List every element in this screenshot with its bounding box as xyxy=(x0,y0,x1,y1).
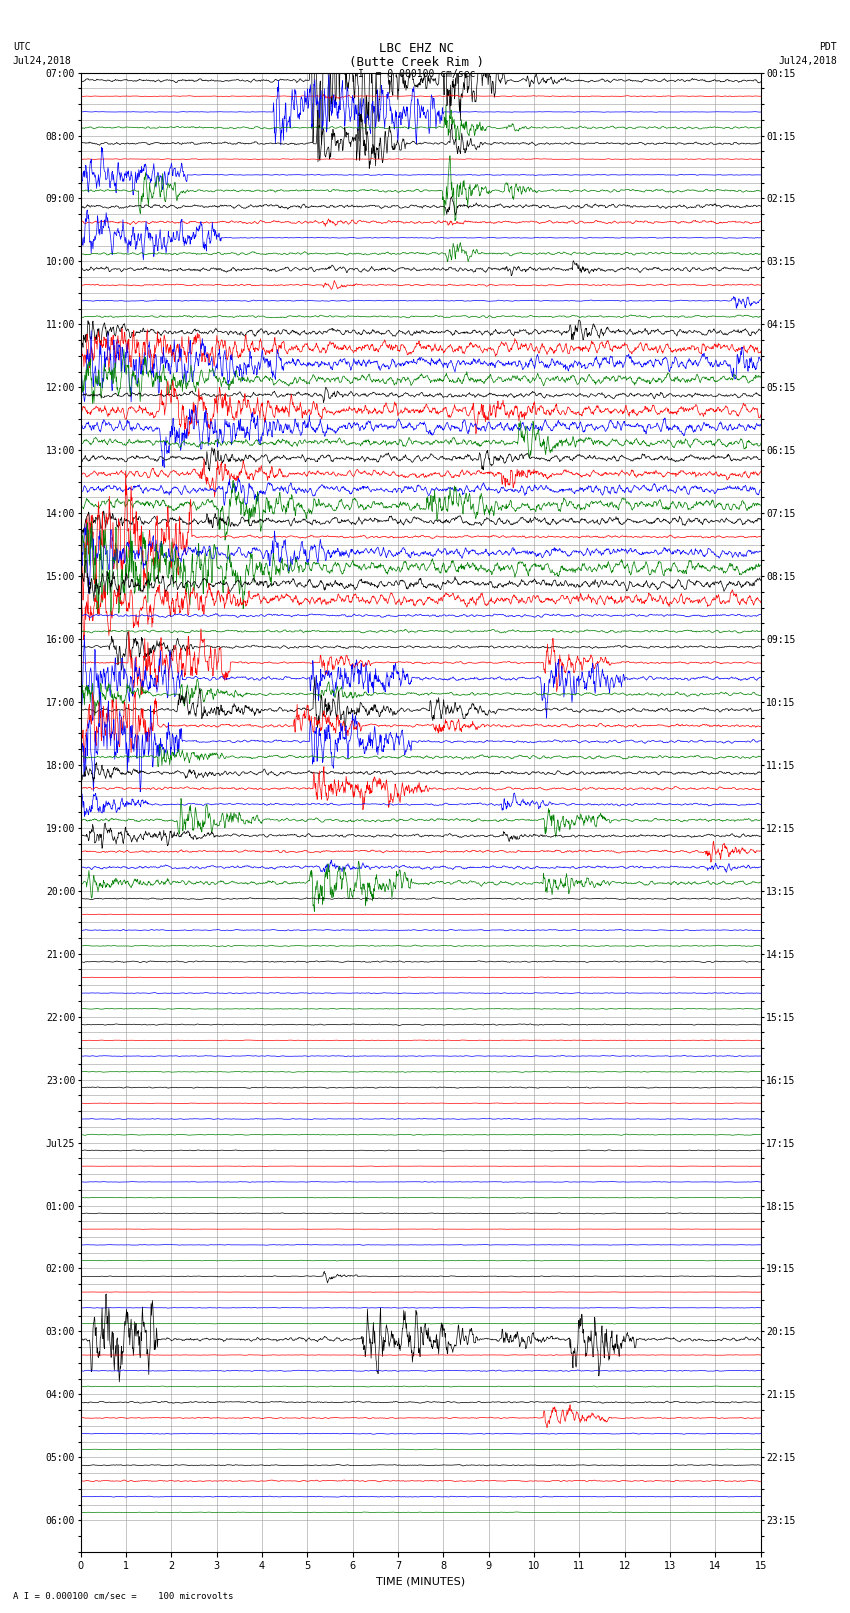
Text: Jul24,2018: Jul24,2018 xyxy=(779,56,837,66)
Text: PDT: PDT xyxy=(819,42,837,52)
Text: (Butte Creek Rim ): (Butte Creek Rim ) xyxy=(349,56,484,69)
Text: UTC: UTC xyxy=(13,42,31,52)
Text: I  = 0.000100 cm/sec: I = 0.000100 cm/sec xyxy=(358,69,475,79)
X-axis label: TIME (MINUTES): TIME (MINUTES) xyxy=(377,1578,465,1587)
Text: A I = 0.000100 cm/sec =    100 microvolts: A I = 0.000100 cm/sec = 100 microvolts xyxy=(13,1590,233,1600)
Text: LBC EHZ NC: LBC EHZ NC xyxy=(379,42,454,55)
Text: Jul24,2018: Jul24,2018 xyxy=(13,56,71,66)
